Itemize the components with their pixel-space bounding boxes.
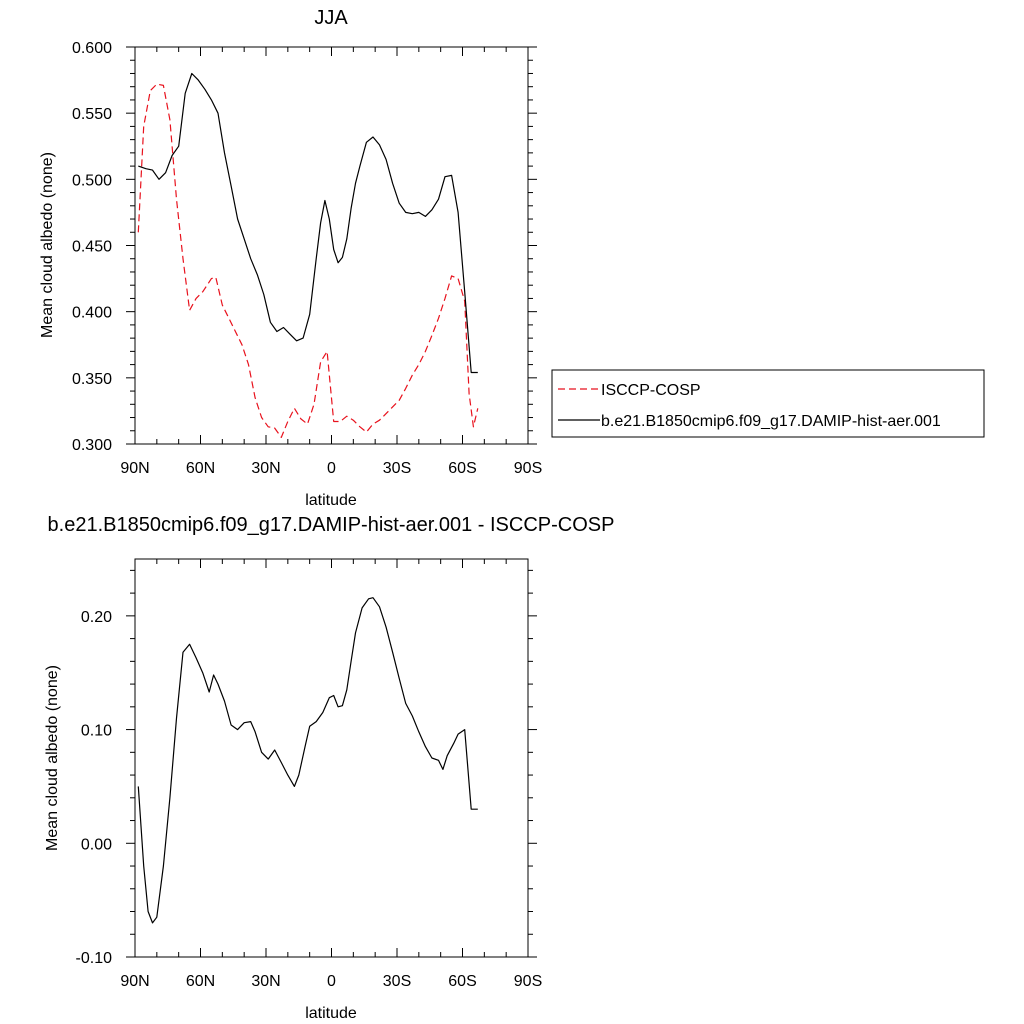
bottom-series-line-model — [137, 597, 478, 924]
bottom-y-tick-label: 0.10 — [81, 723, 112, 740]
bottom-panel: b.e21.B1850cmip6.f09_g17.DAMIP-hist-aer.… — [44, 514, 614, 1022]
legend: ISCCP-COSP b.e21.B1850cmip6.f09_g17.DAMI… — [551, 369, 985, 438]
bottom-x-tick-label: 60S — [448, 973, 476, 990]
bottom-y-axis-label: Mean cloud albedo (none) — [44, 665, 61, 851]
top-panel: JJA 90N 60N 30N 0 30S 60S 90S 0.300 0.350 0.400 0.… — [39, 7, 985, 509]
top-x-tick-label: 30S — [383, 460, 411, 477]
bottom-y-tick-label: -0.10 — [76, 950, 113, 967]
bottom-plot-frame — [134, 558, 529, 958]
top-x-tick-label: 90N — [120, 460, 149, 477]
bottom-x-tick-label: 30N — [251, 973, 280, 990]
top-y-tick-label: 0.600 — [72, 40, 112, 57]
top-chart-title: JJA — [314, 7, 348, 29]
top-y-tick-label: 0.350 — [72, 371, 112, 388]
top-y-tick-label: 0.550 — [72, 106, 112, 123]
bottom-x-tick-label: 30S — [383, 973, 411, 990]
top-y-tick-label: 0.400 — [72, 305, 112, 322]
bottom-y-tick-label: 0.00 — [81, 836, 112, 853]
top-series-line-obs — [137, 83, 479, 438]
bottom-x-axis-label: latitude — [305, 1005, 357, 1022]
top-x-tick-label: 60S — [448, 460, 476, 477]
top-x-tick-label: 0 — [327, 460, 336, 477]
legend-label-model: b.e21.B1850cmip6.f09_g17.DAMIP-hist-aer.… — [601, 413, 941, 430]
bottom-y-tick-label: 0.20 — [81, 609, 112, 626]
top-x-axis-label: latitude — [305, 492, 357, 509]
bottom-chart-title: b.e21.B1850cmip6.f09_g17.DAMIP-hist-aer.… — [48, 514, 615, 536]
top-x-tick-label: 90S — [514, 460, 542, 477]
top-y-tick-label: 0.450 — [72, 239, 112, 256]
top-x-tick-label: 60N — [186, 460, 215, 477]
top-x-tick-label: 30N — [251, 460, 280, 477]
top-series-line-model — [138, 72, 478, 374]
bottom-x-tick-label: 0 — [327, 973, 336, 990]
legend-box — [551, 369, 985, 438]
top-y-axis-label: Mean cloud albedo (none) — [39, 152, 56, 338]
bottom-x-tick-label: 90N — [120, 973, 149, 990]
top-y-tick-label: 0.500 — [72, 172, 112, 189]
top-y-tick-label: 0.300 — [72, 437, 112, 454]
bottom-x-tick-label: 90S — [514, 973, 542, 990]
legend-label-obs: ISCCP-COSP — [601, 382, 701, 399]
bottom-x-tick-label: 60N — [186, 973, 215, 990]
top-plot-frame — [134, 46, 529, 445]
